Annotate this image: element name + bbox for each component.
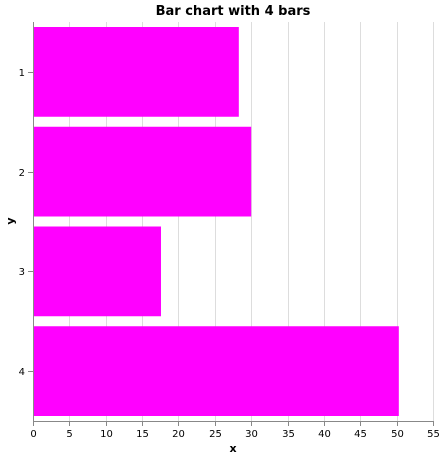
bar-2 [33,126,252,217]
chart-title: Bar chart with 4 bars [156,4,311,19]
bar-3 [33,226,161,317]
y-tick-label: 2 [19,168,25,179]
y-tick-label: 3 [19,267,25,278]
x-tick-label: 5 [66,429,72,440]
y-tick-label: 1 [19,68,25,79]
x-tick-label: 30 [245,429,258,440]
x-tick-label: 35 [282,429,295,440]
y-ticks-layer: 1 2 3 4 [19,68,33,378]
axes-layer [33,22,433,422]
bar-1 [33,27,239,117]
x-tick-label: 10 [100,429,113,440]
bar-4 [33,326,399,416]
y-axis-title: y [4,217,17,224]
x-axis-title: x [229,442,236,455]
x-tick-label: 50 [391,429,404,440]
x-tick-label: 45 [354,429,367,440]
x-tick-label: 15 [136,429,149,440]
x-ticks-layer: 0 5 10 15 20 25 30 35 40 45 50 55 [30,421,439,440]
x-tick-label: 25 [209,429,222,440]
x-tick-label: 0 [30,429,36,440]
x-tick-label: 55 [427,429,439,440]
y-tick-label: 4 [19,367,25,378]
bars-layer [33,27,399,416]
x-tick-label: 20 [172,429,185,440]
x-tick-label: 40 [318,429,331,440]
